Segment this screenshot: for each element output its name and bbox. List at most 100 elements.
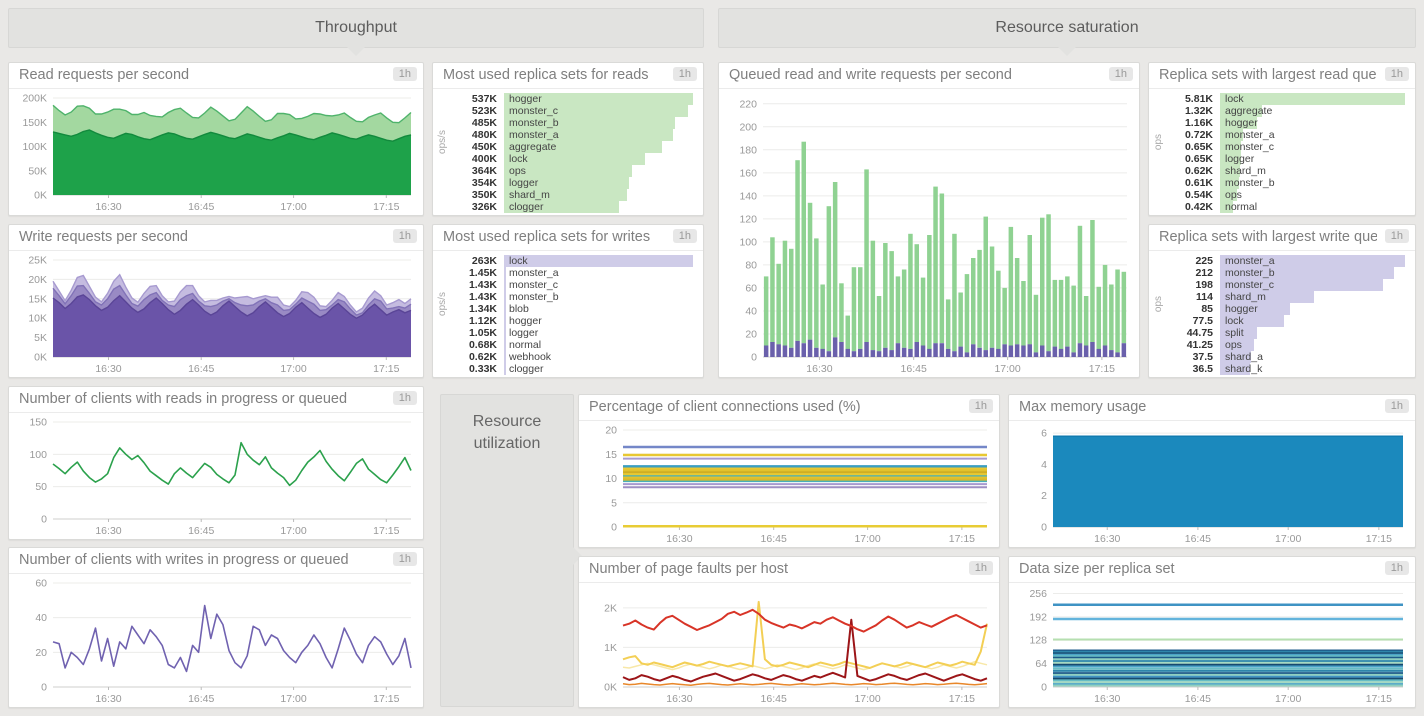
bar-row-hogger[interactable]: 1.16K hogger — [1173, 117, 1405, 129]
svg-text:17:00: 17:00 — [280, 363, 306, 375]
bar-row-monster_b[interactable]: 212 monster_b — [1173, 267, 1405, 279]
bar-label: aggregate — [1225, 105, 1273, 117]
write-requests-chart[interactable]: 0K 5K 10K 15K 20K 25K 16:30 16:45 17:00 17:15 — [9, 251, 423, 377]
timeframe-badge[interactable]: 1h — [1108, 67, 1133, 81]
bar-track: monster_c — [504, 279, 693, 291]
bar-track: ops — [1220, 339, 1405, 351]
bar-row-lock[interactable]: 263K lock — [457, 255, 693, 267]
svg-text:1K: 1K — [604, 642, 617, 654]
bar-row-shard_k[interactable]: 36.5 shard_k — [1173, 363, 1405, 375]
bar-row-normal[interactable]: 0.42K normal — [1173, 201, 1405, 213]
panel-title: Replica sets with largest read queues — [1159, 67, 1378, 83]
bar-row-shard_a[interactable]: 37.5 shard_a — [1173, 351, 1405, 363]
timeframe-badge[interactable]: 1h — [968, 561, 993, 575]
bar-row-monster_b[interactable]: 485K monster_b — [457, 117, 693, 129]
group-header-resource-saturation[interactable]: Resource saturation — [718, 8, 1416, 56]
bar-row-lock[interactable]: 5.81K lock — [1173, 93, 1405, 105]
bar-row-monster_c[interactable]: 1.43K monster_c — [457, 279, 693, 291]
bar-row-shard_m[interactable]: 0.62K shard_m — [1173, 165, 1405, 177]
timeframe-badge[interactable]: 1h — [392, 552, 417, 566]
bar-row-blob[interactable]: 1.34K blob — [457, 303, 693, 315]
bar-row-monster_a[interactable]: 0.72K monster_a — [1173, 129, 1405, 141]
bar-row-aggregate[interactable]: 450K aggregate — [457, 141, 693, 153]
timeframe-badge[interactable]: 1h — [672, 229, 697, 243]
read-requests-chart[interactable]: 0K 50K 100K 150K 200K 16:30 16:45 17:00 17:15 — [9, 89, 423, 215]
group-header-resource-utilization[interactable]: Resource utilization — [440, 394, 582, 707]
bar-track: shard_a — [1220, 351, 1405, 363]
bar-value: 0.54K — [1184, 189, 1213, 201]
bar-track: hogger — [1220, 303, 1405, 315]
bar-track: monster_b — [504, 117, 693, 129]
svg-text:17:00: 17:00 — [994, 363, 1020, 375]
bar-row-monster_a[interactable]: 1.45K monster_a — [457, 267, 693, 279]
bar-row-shard_m[interactable]: 114 shard_m — [1173, 291, 1405, 303]
client-connections-chart[interactable]: 0 5 10 15 20 16:30 16:45 17:00 17:15 — [579, 421, 999, 547]
panel-page-faults: Number of page faults per host 1h 0K 1K 2K… — [578, 556, 1000, 708]
timeframe-badge[interactable]: 1h — [392, 229, 417, 243]
data-size-chart[interactable]: 0 64 128 192 256 16:30 16:45 17:00 17:15 — [1009, 583, 1415, 707]
bar-row-ops[interactable]: 41.25 ops — [1173, 339, 1405, 351]
page-faults-chart[interactable]: 0K 1K 2K 16:30 16:45 17:00 17:15 — [579, 583, 999, 707]
bar-row-monster_c[interactable]: 523K monster_c — [457, 105, 693, 117]
bar-track: clogger — [504, 363, 693, 375]
bar-row-aggregate[interactable]: 1.32K aggregate — [1173, 105, 1405, 117]
bar-value: 326K — [471, 201, 497, 213]
bar-row-logger[interactable]: 0.65K logger — [1173, 153, 1405, 165]
y-axis-unit-label: ops — [1153, 133, 1164, 151]
timeframe-badge[interactable]: 1h — [392, 67, 417, 81]
svg-text:20: 20 — [605, 425, 617, 437]
timeframe-badge[interactable]: 1h — [672, 67, 697, 81]
bar-row-monster_b[interactable]: 0.61K monster_b — [1173, 177, 1405, 189]
bar — [504, 177, 629, 189]
bar-row-ops[interactable]: 0.54K ops — [1173, 189, 1405, 201]
bar-row-hogger[interactable]: 85 hogger — [1173, 303, 1405, 315]
svg-text:6: 6 — [1041, 428, 1047, 440]
bar-row-monster_a[interactable]: 480K monster_a — [457, 129, 693, 141]
bar-row-lock[interactable]: 77.5 lock — [1173, 315, 1405, 327]
svg-text:17:00: 17:00 — [854, 533, 880, 545]
bar-row-hogger[interactable]: 537K hogger — [457, 93, 693, 105]
clients-writes-chart[interactable]: 0 20 40 60 16:30 16:45 17:00 17:15 — [9, 574, 423, 707]
clients-reads-chart[interactable]: 0 50 100 150 16:30 16:45 17:00 17:15 — [9, 413, 423, 539]
panel-title: Most used replica sets for writes — [443, 229, 651, 245]
timeframe-badge[interactable]: 1h — [392, 391, 417, 405]
bar-row-lock[interactable]: 400K lock — [457, 153, 693, 165]
y-axis-unit-label: ops — [1153, 295, 1164, 313]
timeframe-badge[interactable]: 1h — [1384, 399, 1409, 413]
timeframe-badge[interactable]: 1h — [1384, 229, 1409, 243]
bar-row-webhook[interactable]: 0.62K webhook — [457, 351, 693, 363]
bar-row-logger[interactable]: 1.05K logger — [457, 327, 693, 339]
bar-row-logger[interactable]: 354K logger — [457, 177, 693, 189]
svg-text:0: 0 — [1041, 522, 1047, 534]
timeframe-badge[interactable]: 1h — [1384, 561, 1409, 575]
svg-text:160: 160 — [739, 167, 757, 179]
bar-track: logger — [1220, 153, 1405, 165]
group-header-throughput[interactable]: Throughput — [8, 8, 704, 56]
bar-row-split[interactable]: 44.75 split — [1173, 327, 1405, 339]
panel-title: Write requests per second — [19, 229, 188, 245]
timeframe-badge[interactable]: 1h — [1384, 67, 1409, 81]
bar-row-clogger[interactable]: 0.33K clogger — [457, 363, 693, 375]
svg-text:0: 0 — [751, 352, 757, 364]
panel-header: Read requests per second 1h — [9, 63, 423, 89]
bar — [1220, 141, 1241, 153]
bar-row-shard_m[interactable]: 350K shard_m — [457, 189, 693, 201]
queued-requests-chart[interactable]: 0 20 40 60 80 100 120 140 160 180 200 220 16:30 16:45… — [719, 89, 1139, 377]
bar — [504, 363, 506, 375]
max-memory-chart[interactable]: 0 2 4 6 16:30 16:45 17:00 17:15 — [1009, 421, 1415, 547]
timeframe-badge[interactable]: 1h — [968, 399, 993, 413]
bar-value: 0.33K — [468, 363, 497, 375]
bar-row-monster_c[interactable]: 0.65K monster_c — [1173, 141, 1405, 153]
bar-row-ops[interactable]: 364K ops — [457, 165, 693, 177]
bar-row-clogger[interactable]: 326K clogger — [457, 201, 693, 213]
bar-row-normal[interactable]: 0.68K normal — [457, 339, 693, 351]
bar-row-monster_b[interactable]: 1.43K monster_b — [457, 291, 693, 303]
bar-label: ops — [1225, 339, 1242, 351]
bar-row-hogger[interactable]: 1.12K hogger — [457, 315, 693, 327]
svg-text:60: 60 — [35, 578, 47, 590]
bar-row-monster_c[interactable]: 198 monster_c — [1173, 279, 1405, 291]
panel-title: Number of clients with writes in progres… — [19, 552, 349, 568]
bar-label: ops — [1225, 189, 1242, 201]
bar-row-monster_a[interactable]: 225 monster_a — [1173, 255, 1405, 267]
svg-text:80: 80 — [745, 259, 757, 271]
